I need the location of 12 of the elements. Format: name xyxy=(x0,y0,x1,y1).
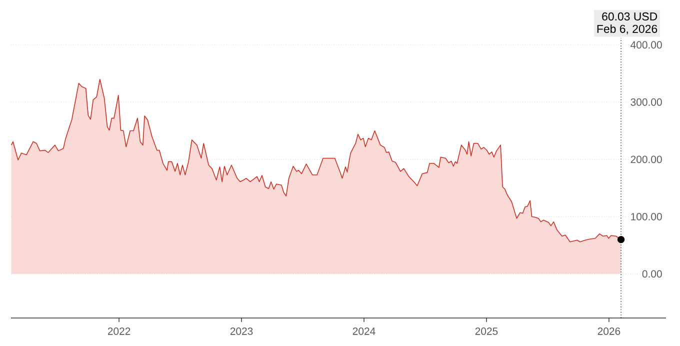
x-tick-label: 2024 xyxy=(352,328,376,335)
y-tick-label: 0.00 xyxy=(642,270,662,278)
x-tick-label: 2023 xyxy=(230,328,253,335)
y-tick-label: 400.00 xyxy=(630,41,662,49)
x-tick-label: 2026 xyxy=(598,328,620,335)
x-tick-label: 2025 xyxy=(475,328,498,335)
text: 60.03 USD xyxy=(602,12,658,20)
y-tick-label: 300.00 xyxy=(630,98,662,106)
y-tick-label: 200.00 xyxy=(630,156,662,164)
x-tick-label: 2022 xyxy=(108,328,130,335)
text: Feb 6, 2026 xyxy=(597,24,658,34)
y-tick-label: 100.00 xyxy=(631,212,662,220)
